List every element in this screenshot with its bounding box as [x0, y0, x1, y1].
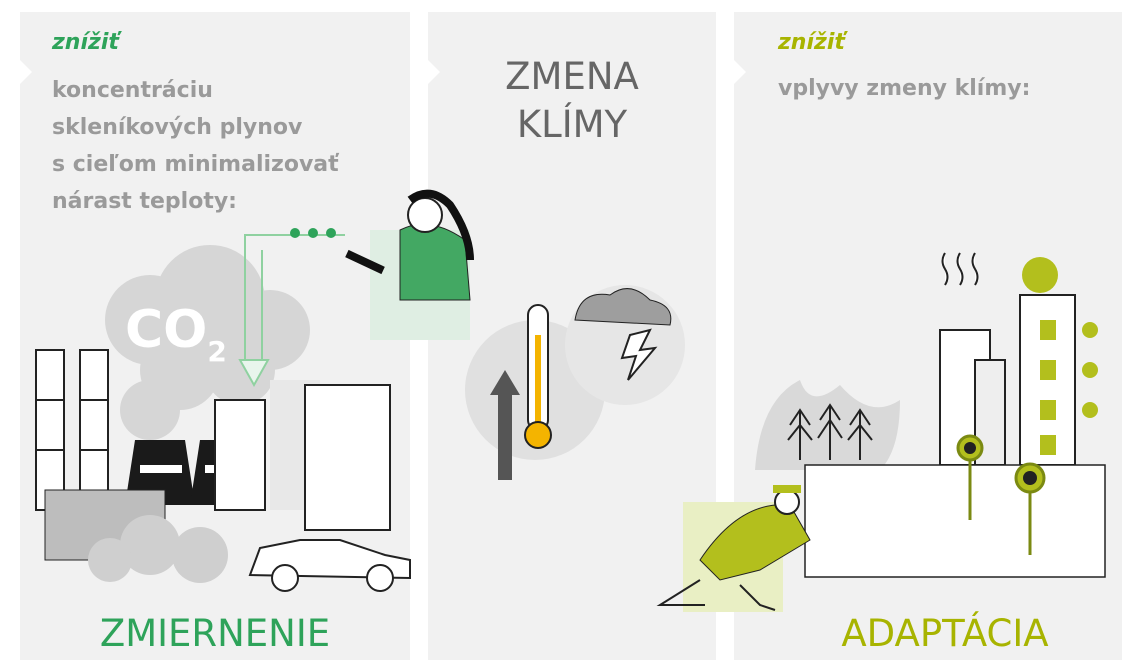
left-line: s cieľom minimalizovať [52, 146, 339, 183]
buildings [215, 380, 390, 530]
left-label: ZMIERNENIE [20, 612, 410, 655]
left-line: koncentráciu [52, 72, 213, 109]
left-line: skleníkových plynov [52, 109, 302, 146]
middle-line: ZMENA [428, 55, 716, 98]
co2: CO2 [125, 300, 227, 368]
right-label: ADAPTÁCIA [760, 612, 1127, 655]
field [805, 465, 1105, 577]
dots [290, 228, 336, 238]
trees [788, 405, 872, 460]
middle-line: KLÍMY [428, 103, 716, 146]
left-heading: znížiť [52, 30, 119, 55]
right-heading: znížiť [778, 30, 845, 55]
left-line: nárast teploty: [52, 183, 237, 220]
co2-text: CO [125, 300, 207, 360]
page: znížiť koncentráciu skleníkových plynov … [0, 0, 1127, 660]
co2-sub: 2 [207, 335, 226, 368]
right-line: vplyvy zmeny klímy: [778, 70, 1030, 107]
